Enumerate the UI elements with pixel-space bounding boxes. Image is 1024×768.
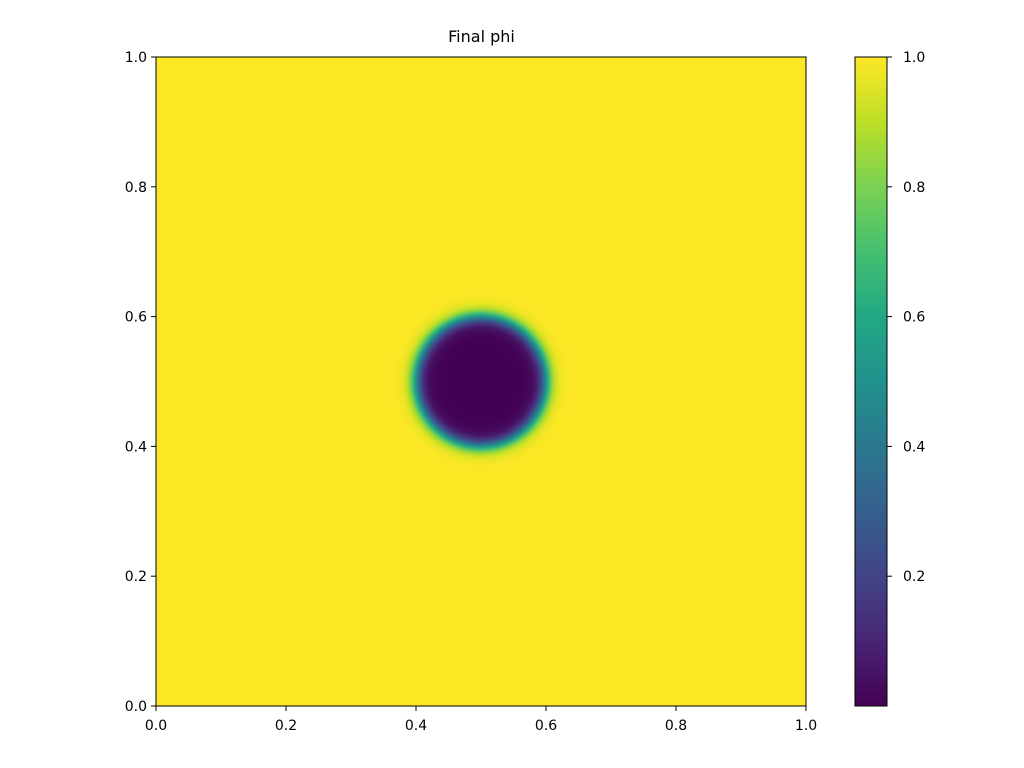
x-tick-label: 0.8	[665, 718, 687, 734]
y-tick-label: 0.8	[125, 180, 147, 196]
phi-field	[156, 57, 806, 706]
x-tick-label: 0.0	[145, 718, 167, 734]
colorbar-bar	[855, 57, 887, 706]
y-axis: 0.0 0.2 0.4 0.6 0.8 1.0	[125, 50, 156, 715]
y-tick-label: 0.4	[125, 439, 147, 455]
colorbar-axis: 0.2 0.4 0.6 0.8 1.0	[887, 50, 925, 585]
colorbar-tick-label: 0.6	[903, 310, 925, 326]
x-axis: 0.0 0.2 0.4 0.6 0.8 1.0	[145, 706, 817, 734]
y-tick-label: 0.2	[125, 569, 147, 585]
x-tick-label: 1.0	[795, 718, 817, 734]
chart-title: Final phi	[448, 27, 515, 46]
colorbar-tick-label: 0.8	[903, 180, 925, 196]
colorbar-tick-label: 0.2	[903, 569, 925, 585]
plot-frame	[155, 56, 807, 707]
x-tick-label: 0.6	[535, 718, 557, 734]
x-tick-label: 0.2	[275, 718, 297, 734]
y-tick-label: 1.0	[125, 50, 147, 66]
colorbar-tick-label: 1.0	[903, 50, 925, 66]
y-tick-label: 0.6	[125, 310, 147, 326]
y-tick-label: 0.0	[125, 699, 147, 715]
colorbar-tick-label: 0.4	[903, 439, 925, 455]
x-tick-label: 0.4	[405, 718, 427, 734]
colorbar-frame	[854, 56, 888, 707]
